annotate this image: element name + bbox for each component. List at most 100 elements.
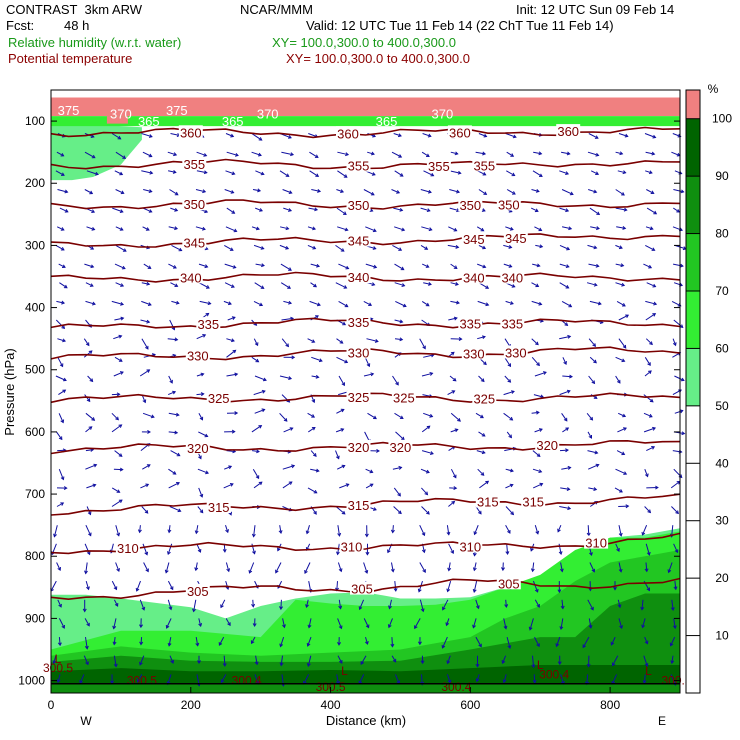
wind-arrow: [478, 189, 488, 195]
rh-region-7: [51, 116, 680, 127]
wind-arrow: [283, 355, 296, 360]
wind-arrow: [84, 189, 94, 195]
theta-label-305: 305: [351, 582, 373, 597]
wind-arrow: [586, 412, 594, 421]
wind-arrow: [337, 226, 349, 232]
wind-arrow: [421, 450, 434, 455]
theta-label-315: 315: [477, 495, 499, 510]
colorbar-tick-label: 90: [715, 169, 729, 183]
wind-arrow: [195, 637, 200, 647]
wind-arrow: [531, 338, 539, 346]
theta-label-bg: [461, 346, 486, 360]
wind-arrow: [449, 486, 458, 491]
x-tick-label: 800: [600, 698, 620, 712]
low-marker: L: [537, 658, 544, 672]
wind-arrow: [643, 426, 656, 433]
wind-arrow: [251, 151, 262, 157]
wind-arrow: [643, 394, 654, 403]
wind-arrow: [477, 468, 485, 476]
wind-arrow: [615, 282, 626, 287]
wind-arrow: [391, 151, 403, 158]
wind-arrow: [394, 226, 406, 232]
wind-arrow: [450, 282, 459, 286]
wind-arrow: [282, 464, 296, 470]
wind-arrow: [477, 170, 487, 176]
wind-arrow: [586, 655, 591, 668]
theta-label-340: 340: [463, 271, 485, 286]
wind-arrow: [226, 411, 239, 416]
wind-arrow: [449, 207, 461, 213]
wind-arrow: [475, 151, 487, 156]
wind-arrow: [55, 375, 67, 382]
wind-arrow: [670, 480, 681, 489]
wind-arrow: [309, 170, 320, 177]
wind-arrow: [171, 244, 183, 252]
wind-arrow: [388, 599, 392, 610]
wind-arrow: [365, 468, 374, 474]
wind-arrow: [168, 412, 180, 417]
wind-arrow: [248, 562, 255, 574]
wind-arrow: [450, 300, 460, 305]
wind-arrow: [503, 390, 515, 396]
wind-arrow: [617, 412, 627, 418]
y-tick-label: 700: [25, 487, 45, 501]
wind-arrow: [450, 428, 459, 433]
wind-arrow: [506, 189, 516, 195]
wind-arrow: [223, 483, 234, 489]
wind-arrow: [448, 316, 458, 321]
theta-label-345: 345: [463, 232, 485, 247]
theta-label-335: 335: [348, 315, 370, 330]
wind-arrow: [252, 468, 260, 480]
wind-arrow: [310, 282, 317, 288]
wind-arrow: [251, 133, 263, 141]
theta-label-365: 365: [222, 114, 244, 129]
wind-arrow: [612, 655, 619, 667]
wind-arrow: [198, 263, 209, 269]
wind-arrow: [311, 189, 322, 193]
theta-label-320: 320: [348, 440, 370, 455]
wind-arrow: [420, 468, 430, 474]
colorbar-bin: [686, 291, 700, 349]
wind-arrow: [279, 226, 290, 231]
wind-arrow: [113, 467, 124, 472]
wind-arrow: [614, 487, 623, 493]
wind-arrow: [616, 226, 627, 230]
wind-arrow: [112, 618, 117, 630]
theta-label-330: 330: [505, 346, 527, 361]
wind-arrow: [505, 226, 514, 231]
wind-arrow: [170, 133, 181, 137]
wind-arrow: [505, 468, 514, 473]
wind-arrow: [588, 133, 599, 139]
wind-arrow: [615, 207, 628, 212]
theta-label-bg: [206, 500, 231, 513]
wind-arrow: [610, 636, 616, 646]
wind-arrow: [559, 618, 564, 631]
wind-arrow: [84, 263, 95, 269]
theta-label-360: 360: [337, 126, 359, 141]
theta-label-355: 355: [183, 157, 205, 172]
theta-label-340: 340: [348, 270, 370, 285]
wind-arrow: [588, 487, 598, 491]
theta-label-bg: [339, 539, 364, 553]
theta-label-340: 340: [501, 271, 523, 286]
wind-arrow: [503, 244, 513, 249]
theta-label-bg: [182, 157, 207, 171]
wind-arrow: [85, 300, 96, 306]
theta-label-370: 370: [110, 107, 132, 122]
wind-arrow: [198, 431, 209, 438]
theta-label-bg: [346, 497, 371, 511]
theta-label-bg: [472, 158, 497, 172]
wind-arrow: [139, 618, 144, 629]
wind-arrow: [646, 207, 658, 215]
wind-arrow: [503, 263, 513, 268]
wind-arrow: [56, 486, 68, 491]
wind-arrow: [114, 450, 123, 457]
wind-arrow: [113, 599, 119, 607]
wind-arrow: [503, 412, 514, 421]
wind-arrow: [56, 562, 61, 571]
wind-arrow: [589, 300, 602, 306]
wind-arrow: [505, 524, 511, 534]
theta-label-345: 345: [183, 236, 205, 251]
wind-arrow: [421, 487, 429, 496]
colorbar-tick-label: 100: [712, 112, 732, 126]
